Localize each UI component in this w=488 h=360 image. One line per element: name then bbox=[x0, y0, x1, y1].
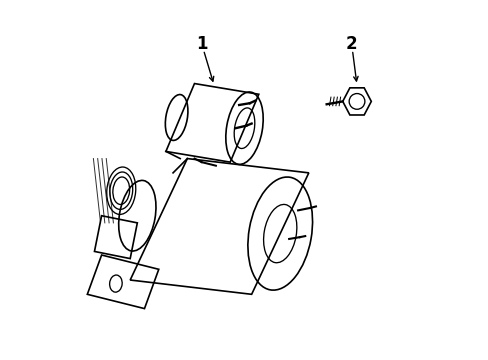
Text: 2: 2 bbox=[345, 35, 357, 53]
Text: 1: 1 bbox=[196, 35, 207, 53]
